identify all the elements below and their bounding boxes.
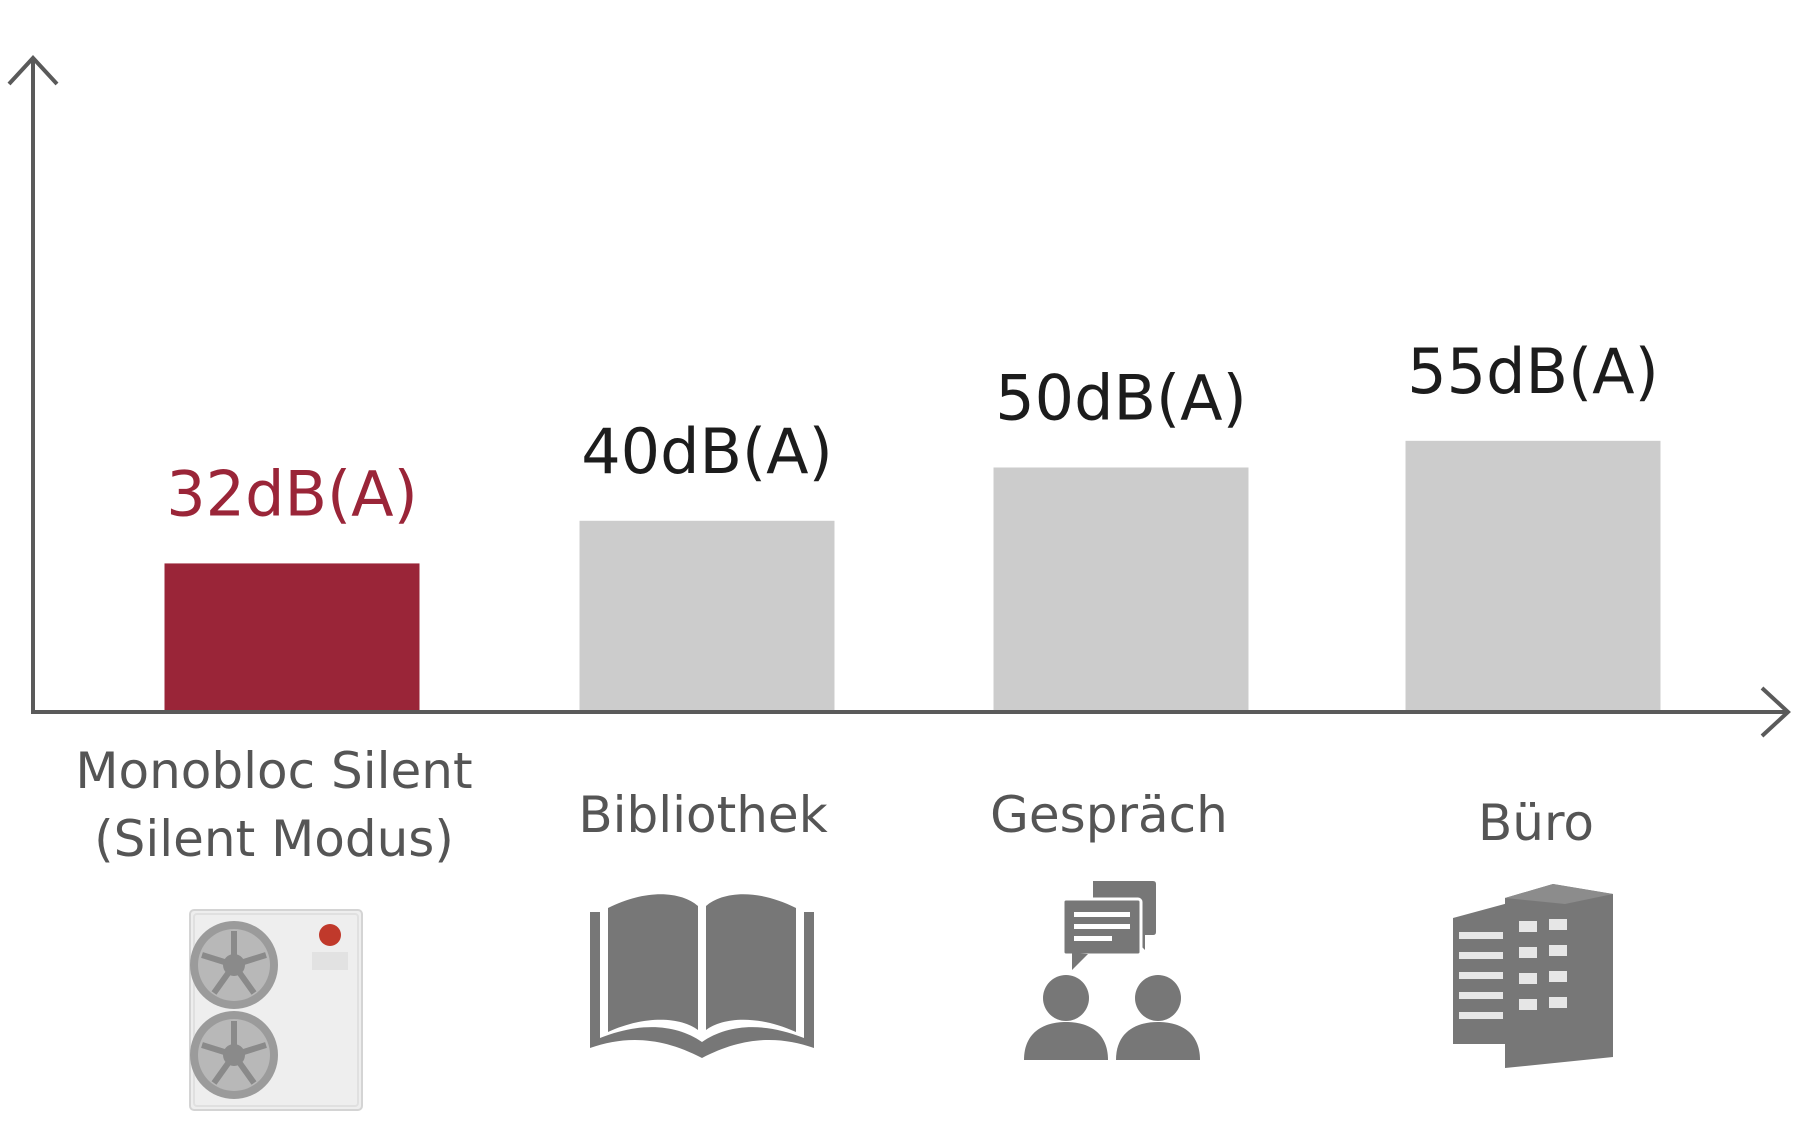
category-label-gespraech: Gespräch [990, 786, 1228, 844]
bar-bibliothek [579, 520, 835, 710]
x-axis-arrow [1760, 686, 1791, 738]
category-label-bibliothek: Bibliothek [578, 786, 827, 844]
bar-monobloc [164, 563, 420, 710]
bars [164, 440, 1661, 710]
value-label-monobloc: 32dB(A) [166, 457, 418, 530]
office-building-icon [1453, 884, 1613, 1068]
y-axis-arrow [7, 55, 59, 86]
category-label-buero: Büro [1478, 794, 1594, 852]
value-labels: 32dB(A) 40dB(A) 50dB(A) 55dB(A) [166, 335, 1659, 531]
category-labels: Monobloc Silent (Silent Modus) Bibliothe… [75, 742, 1594, 868]
category-label-monobloc: Monobloc Silent [75, 742, 472, 800]
axes [7, 55, 1791, 738]
open-book-icon [590, 894, 814, 1058]
bar-buero [1405, 440, 1661, 710]
bar-gespraech [993, 467, 1249, 710]
value-label-buero: 55dB(A) [1407, 335, 1659, 408]
value-label-gespraech: 50dB(A) [995, 361, 1247, 434]
conversation-icon [1024, 881, 1200, 1060]
category-sublabel-monobloc: (Silent Modus) [94, 810, 454, 868]
value-label-bibliothek: 40dB(A) [581, 415, 833, 488]
heat-pump-unit-icon [189, 909, 363, 1111]
